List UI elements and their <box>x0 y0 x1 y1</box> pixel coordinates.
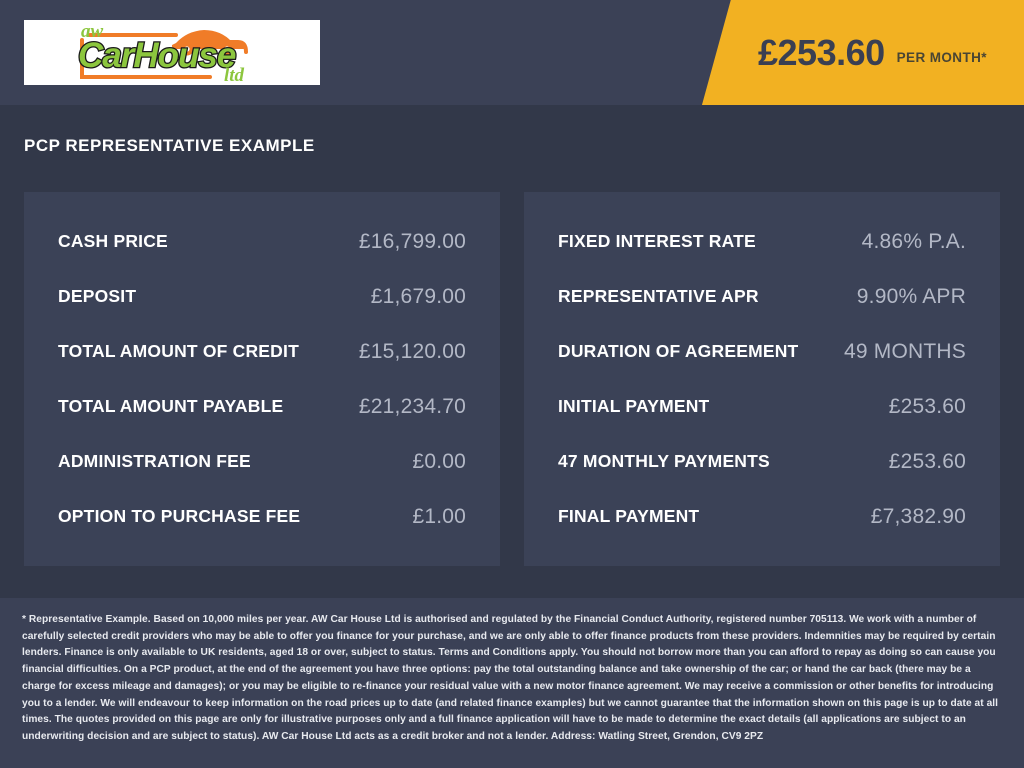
row-value: £7,382.90 <box>870 504 966 528</box>
row-value: £16,799.00 <box>358 229 466 253</box>
table-row: TOTAL AMOUNT OF CREDIT £15,120.00 <box>58 324 466 379</box>
row-label: DEPOSIT <box>58 286 137 306</box>
table-row: ADMINISTRATION FEE £0.00 <box>58 434 466 489</box>
row-label: REPRESENTATIVE APR <box>558 286 759 306</box>
monthly-price-banner: £253.60 PER MONTH* <box>701 0 1024 105</box>
disclaimer-footer: * Representative Example. Based on 10,00… <box>0 598 1024 768</box>
row-value: £21,234.70 <box>358 394 466 418</box>
monthly-price-period: PER MONTH* <box>896 49 987 65</box>
table-row: 47 MONTHLY PAYMENTS £253.60 <box>558 434 966 489</box>
row-value: £1.00 <box>412 504 466 528</box>
row-value: £253.60 <box>888 394 966 418</box>
row-label: DURATION OF AGREEMENT <box>558 341 799 361</box>
table-row: OPTION TO PURCHASE FEE £1.00 <box>58 489 466 544</box>
svg-text:CarHouse: CarHouse <box>78 36 236 75</box>
dealer-logo[interactable]: aw CarHouse ltd <box>24 20 320 85</box>
row-label: CASH PRICE <box>58 231 168 251</box>
row-label: OPTION TO PURCHASE FEE <box>58 506 301 526</box>
row-label: INITIAL PAYMENT <box>558 396 710 416</box>
table-row: DEPOSIT £1,679.00 <box>58 269 466 324</box>
table-row: FIXED INTEREST RATE 4.86% P.A. <box>558 214 966 269</box>
table-row: TOTAL AMOUNT PAYABLE £21,234.70 <box>58 379 466 434</box>
disclaimer-text: * Representative Example. Based on 10,00… <box>22 614 999 742</box>
table-row: CASH PRICE £16,799.00 <box>58 214 466 269</box>
row-label: ADMINISTRATION FEE <box>58 451 251 471</box>
table-row: INITIAL PAYMENT £253.60 <box>558 379 966 434</box>
svg-text:ltd: ltd <box>224 65 245 85</box>
svg-text:aw: aw <box>81 21 104 42</box>
monthly-price-amount: £253.60 <box>758 31 885 73</box>
row-value: 49 MONTHS <box>844 339 966 363</box>
row-label: TOTAL AMOUNT PAYABLE <box>58 396 284 416</box>
row-value: £0.00 <box>412 449 466 473</box>
left-details-panel: CASH PRICE £16,799.00 DEPOSIT £1,679.00 … <box>24 192 500 566</box>
row-value: 9.90% APR <box>856 284 966 308</box>
page-title: PCP REPRESENTATIVE EXAMPLE <box>24 136 315 155</box>
row-value: 4.86% P.A. <box>861 229 966 253</box>
table-row: REPRESENTATIVE APR 9.90% APR <box>558 269 966 324</box>
row-label: FINAL PAYMENT <box>558 506 700 526</box>
row-value: £1,679.00 <box>370 284 466 308</box>
table-row: DURATION OF AGREEMENT 49 MONTHS <box>558 324 966 379</box>
row-value: £15,120.00 <box>358 339 466 363</box>
table-row: FINAL PAYMENT £7,382.90 <box>558 489 966 544</box>
page-header: aw CarHouse ltd £253.60 PER MONTH* <box>0 0 1024 105</box>
row-value: £253.60 <box>888 449 966 473</box>
right-details-panel: FIXED INTEREST RATE 4.86% P.A. REPRESENT… <box>524 192 1000 566</box>
row-label: TOTAL AMOUNT OF CREDIT <box>58 341 299 361</box>
row-label: 47 MONTHLY PAYMENTS <box>558 451 770 471</box>
aw-carhouse-ltd-logo-icon: aw CarHouse ltd <box>24 20 320 85</box>
finance-details-panels: CASH PRICE £16,799.00 DEPOSIT £1,679.00 … <box>24 192 1000 566</box>
row-label: FIXED INTEREST RATE <box>558 231 756 251</box>
